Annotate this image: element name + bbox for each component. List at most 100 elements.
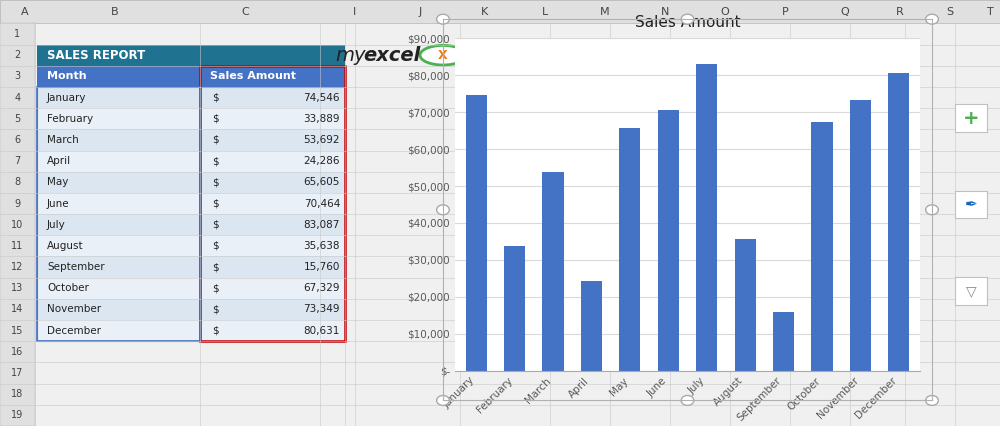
Text: T: T [987, 7, 993, 17]
Text: ▽: ▽ [966, 284, 976, 298]
Bar [37, 193, 200, 214]
Bar [773, 312, 794, 371]
Bar [658, 110, 679, 371]
Text: 8: 8 [14, 177, 21, 187]
Circle shape [437, 205, 449, 215]
Bar [888, 73, 909, 371]
Text: $: $ [212, 305, 219, 314]
Text: $: $ [212, 241, 219, 251]
Text: A: A [21, 7, 29, 17]
Text: 80,631: 80,631 [304, 325, 340, 336]
Bar [850, 100, 871, 371]
Text: .com: .com [518, 46, 559, 64]
Text: 18: 18 [11, 389, 24, 399]
Circle shape [926, 205, 938, 215]
Bar [200, 130, 345, 150]
Text: August: August [47, 241, 84, 251]
Text: 67,329: 67,329 [303, 283, 340, 293]
Bar [200, 193, 345, 214]
Circle shape [420, 46, 466, 65]
Text: 6: 6 [14, 135, 21, 145]
Bar [200, 278, 345, 299]
Text: L: L [542, 7, 548, 17]
Bar [200, 214, 345, 235]
Text: R: R [896, 7, 904, 17]
Text: January: January [47, 92, 87, 103]
Bar [619, 128, 640, 371]
Text: May: May [47, 177, 68, 187]
Text: N: N [661, 7, 669, 17]
Text: I: I [353, 7, 357, 17]
Text: 15,760: 15,760 [304, 262, 340, 272]
Bar [37, 172, 200, 193]
Bar [200, 66, 345, 341]
Text: 16: 16 [11, 347, 24, 357]
Text: Sales Amount: Sales Amount [210, 72, 296, 81]
Text: 2: 2 [14, 50, 21, 60]
Text: 14: 14 [11, 305, 24, 314]
Text: November: November [47, 305, 101, 314]
Bar [37, 87, 200, 108]
Text: 15: 15 [11, 325, 24, 336]
Bar [200, 235, 345, 256]
Bar [200, 87, 345, 108]
Text: 7: 7 [14, 156, 21, 166]
Text: June: June [47, 199, 70, 209]
Text: excel: excel [363, 46, 420, 65]
Text: ✒: ✒ [965, 197, 977, 212]
Text: 10: 10 [11, 220, 24, 230]
Bar [37, 130, 200, 150]
Bar [200, 299, 345, 320]
Text: $: $ [212, 156, 219, 166]
Text: $: $ [212, 283, 219, 293]
Text: 9: 9 [14, 199, 21, 209]
Text: 17: 17 [11, 368, 24, 378]
Text: +: + [963, 109, 979, 128]
Title: Sales Amount: Sales Amount [635, 15, 740, 30]
Text: $: $ [212, 135, 219, 145]
Bar [200, 108, 345, 130]
Text: Month: Month [47, 72, 87, 81]
Text: M: M [600, 7, 610, 17]
Text: $: $ [212, 177, 219, 187]
Text: B: B [111, 7, 119, 17]
Bar [37, 299, 200, 320]
Text: 4: 4 [14, 92, 21, 103]
Bar [200, 172, 345, 193]
Text: X: X [438, 49, 448, 62]
Text: J: J [418, 7, 422, 17]
Text: December: December [47, 325, 101, 336]
Text: 12: 12 [11, 262, 24, 272]
Text: 73,349: 73,349 [303, 305, 340, 314]
Bar [200, 66, 345, 87]
Text: $: $ [212, 199, 219, 209]
Bar [200, 320, 345, 341]
Text: 11: 11 [11, 241, 24, 251]
Circle shape [681, 14, 694, 24]
Bar [37, 256, 200, 278]
Bar [37, 278, 200, 299]
Bar [37, 150, 200, 172]
Text: July: July [47, 220, 66, 230]
Text: 65,605: 65,605 [304, 177, 340, 187]
Text: C: C [241, 7, 249, 17]
Bar [37, 45, 345, 66]
Bar [37, 108, 200, 130]
Text: October: October [47, 283, 89, 293]
Text: 24,286: 24,286 [303, 156, 340, 166]
Bar [37, 87, 345, 341]
Text: April: April [47, 156, 71, 166]
Text: S: S [946, 7, 954, 17]
Text: 35,638: 35,638 [303, 241, 340, 251]
Text: Q: Q [841, 7, 849, 17]
Text: 3: 3 [14, 72, 21, 81]
Circle shape [437, 14, 449, 24]
Circle shape [681, 395, 694, 406]
Text: 53,692: 53,692 [303, 135, 340, 145]
Text: $: $ [212, 220, 219, 230]
Bar [466, 95, 487, 371]
Text: $: $ [212, 114, 219, 124]
Text: September: September [47, 262, 105, 272]
Bar [37, 66, 200, 87]
Bar [0, 0, 1000, 23]
